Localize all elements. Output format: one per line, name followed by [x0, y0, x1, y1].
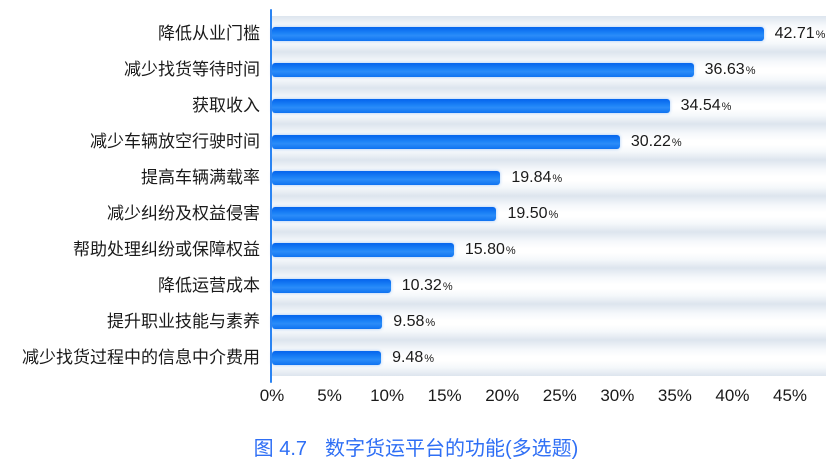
- bar-track: 9.48%: [272, 340, 826, 376]
- percent-sign: %: [548, 209, 559, 221]
- percent-sign: %: [425, 317, 436, 329]
- value-number: 9.58: [393, 313, 425, 330]
- bar-track: 9.58%: [272, 304, 826, 340]
- bar: [272, 315, 383, 329]
- bar-row: 帮助处理纠纷或保障权益 15.80%: [0, 232, 826, 268]
- x-tick-label: 45%: [772, 386, 808, 405]
- category-label: 获取收入: [192, 96, 260, 115]
- value-number: 19.84: [511, 169, 552, 186]
- value-label: 30.22%: [631, 133, 682, 151]
- value-label: 9.58%: [393, 313, 435, 331]
- bar-row: 降低运营成本 10.32%: [0, 268, 826, 304]
- bar: [272, 99, 670, 113]
- bar: [272, 171, 501, 185]
- percent-sign: %: [505, 245, 516, 257]
- value-label: 10.32%: [402, 277, 453, 295]
- bar: [272, 135, 620, 149]
- bar: [272, 207, 497, 221]
- bar-row: 减少纠纷及权益侵害 19.50%: [0, 196, 826, 232]
- bar: [272, 243, 454, 257]
- category-label: 减少找货等待时间: [124, 60, 260, 79]
- value-number: 9.48: [392, 349, 424, 366]
- bar-track: 10.32%: [272, 268, 826, 304]
- bar-row: 提升职业技能与素养 9.58%: [0, 304, 826, 340]
- x-tick-label: 10%: [370, 386, 405, 405]
- value-label: 19.84%: [511, 169, 562, 187]
- category-label: 降低从业门槛: [158, 24, 260, 43]
- bar-rows: 降低从业门槛 42.71% 减少找货等待时间 36.63% 获取收入 34.54% 减少车辆…: [0, 16, 826, 376]
- bar-track: 15.80%: [272, 232, 826, 268]
- bar-track: 34.54%: [272, 88, 826, 124]
- bar-track: 30.22%: [272, 124, 826, 160]
- value-number: 19.50: [507, 205, 548, 222]
- chart-caption: 图 4.7 数字货运平台的功能(多选题): [0, 432, 832, 461]
- x-tick-label: 25%: [542, 386, 577, 405]
- value-number: 36.63: [704, 61, 745, 78]
- bar: [272, 279, 391, 293]
- category-label: 提高车辆满载率: [141, 168, 260, 187]
- x-tick-label: 0%: [259, 386, 285, 405]
- value-label: 9.48%: [392, 349, 434, 367]
- x-tick-label: 20%: [485, 386, 520, 405]
- bar-row: 减少车辆放空行驶时间 30.22%: [0, 124, 826, 160]
- x-axis: 0% 5% 10% 15% 20% 25% 30% 35% 40% 45%: [260, 386, 807, 408]
- chart-title: 数字货运平台的功能(多选题): [325, 438, 579, 460]
- percent-sign: %: [745, 65, 756, 77]
- category-label: 减少找货过程中的信息中介费用: [22, 348, 260, 367]
- percent-sign: %: [552, 173, 563, 185]
- value-label: 15.80%: [465, 241, 516, 259]
- value-number: 10.32: [401, 277, 442, 294]
- x-tick-label: 5%: [317, 386, 342, 405]
- bar-row: 减少找货等待时间 36.63%: [0, 52, 826, 88]
- category-label: 降低运营成本: [158, 276, 260, 295]
- value-number: 34.54: [680, 97, 721, 114]
- percent-sign: %: [442, 281, 453, 293]
- x-tick-label: 35%: [657, 386, 692, 405]
- category-label: 减少纠纷及权益侵害: [107, 204, 260, 223]
- value-number: 30.22: [630, 133, 671, 150]
- bar: [272, 63, 694, 77]
- bar: [272, 351, 382, 365]
- value-label: 34.54%: [681, 97, 732, 115]
- bar-track: 19.50%: [272, 196, 826, 232]
- value-label: 36.63%: [705, 61, 756, 79]
- x-tick-label: 40%: [715, 386, 750, 405]
- bar-row: 减少找货过程中的信息中介费用 9.48%: [0, 340, 826, 376]
- value-number: 15.80: [464, 241, 505, 258]
- bar-track: 36.63%: [272, 52, 826, 88]
- x-tick-label: 30%: [600, 386, 635, 405]
- percent-sign: %: [671, 137, 682, 149]
- bar: [272, 27, 764, 41]
- bar-row: 降低从业门槛 42.71%: [0, 16, 826, 52]
- y-axis-line: [270, 9, 272, 383]
- x-tick-label: 15%: [427, 386, 462, 405]
- percent-sign: %: [424, 353, 435, 365]
- value-label: 19.50%: [507, 205, 558, 223]
- figure-label: 图 4.7: [253, 438, 308, 460]
- category-label: 提升职业技能与素养: [107, 312, 260, 331]
- category-label: 减少车辆放空行驶时间: [90, 132, 260, 151]
- percent-sign: %: [721, 101, 732, 113]
- value-number: 42.71: [774, 25, 815, 42]
- bar-row: 获取收入 34.54%: [0, 88, 826, 124]
- bar-row: 提高车辆满载率 19.84%: [0, 160, 826, 196]
- value-label: 42.71%: [775, 25, 826, 43]
- bar-track: 42.71%: [272, 16, 826, 52]
- bar-track: 19.84%: [272, 160, 826, 196]
- category-label: 帮助处理纠纷或保障权益: [73, 240, 260, 259]
- percent-sign: %: [815, 29, 826, 41]
